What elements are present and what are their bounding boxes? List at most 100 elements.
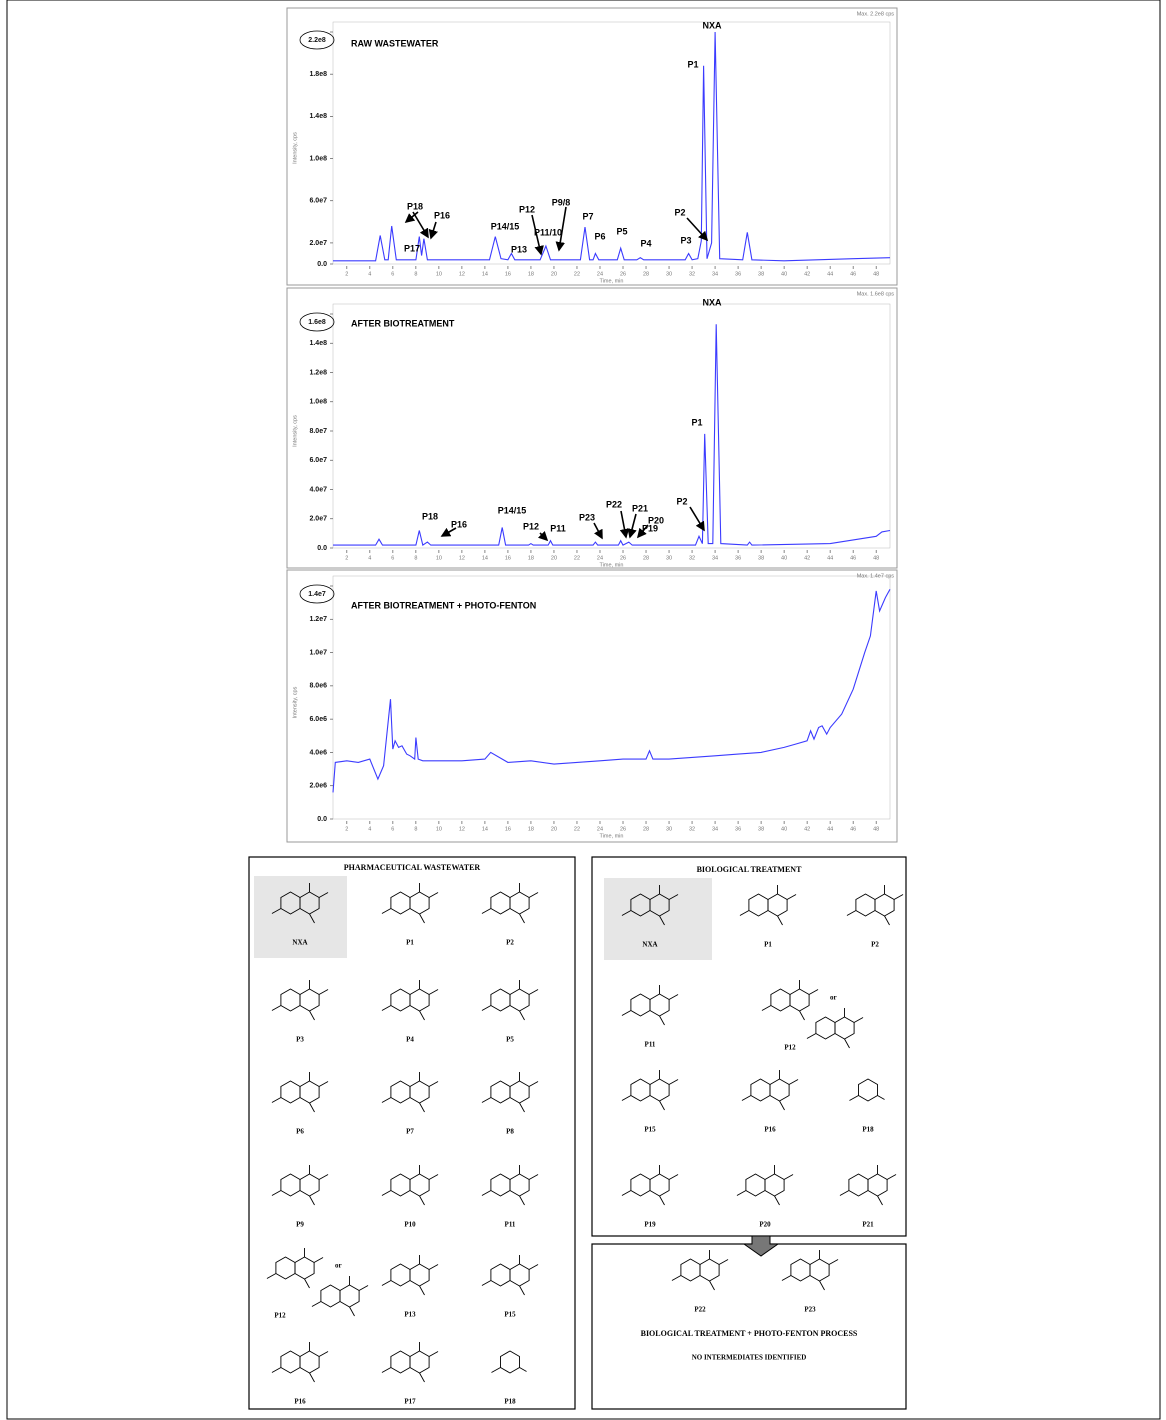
x-tick-label: 48	[873, 555, 879, 561]
peak-label: P11/10	[534, 227, 562, 237]
bond	[304, 1278, 310, 1289]
ring	[764, 1173, 785, 1197]
y-tick-label: 2.2e8	[308, 37, 326, 44]
bond	[528, 1081, 539, 1087]
x-tick-label: 48	[873, 826, 879, 832]
ring	[858, 1078, 878, 1102]
x-tick-label: 32	[689, 555, 695, 561]
bond	[519, 1367, 527, 1372]
bond	[849, 1095, 859, 1101]
x-tick-label: 6	[391, 555, 394, 561]
x-tick-label: 34	[712, 555, 718, 561]
peak-label: P4	[640, 238, 651, 248]
peak-arrow	[619, 510, 630, 539]
bond	[846, 910, 857, 916]
x-tick-label: 24	[597, 555, 603, 561]
panel-title: AFTER BIOTREATMENT + PHOTO-FENTON	[351, 600, 536, 610]
box-subtitle: NO INTERMEDIATES IDENTIFIED	[692, 1354, 807, 1362]
trace	[333, 31, 891, 262]
peak-label: P12	[519, 204, 535, 214]
x-tick-label: 18	[528, 555, 534, 561]
x-tick-label: 40	[781, 555, 787, 561]
bond	[481, 1280, 492, 1286]
bond	[271, 1367, 282, 1373]
x-axis-label: Time, min	[600, 278, 624, 284]
x-axis-label: Time, min	[600, 833, 624, 839]
x-tick-label: 20	[551, 271, 557, 277]
peak-label: P17	[404, 243, 420, 253]
compound-label: P12	[784, 1044, 796, 1052]
bond	[419, 1372, 425, 1383]
plot-frame	[332, 303, 891, 549]
bond	[318, 1351, 329, 1357]
x-tick-label: 30	[666, 826, 672, 832]
x-tick-label: 46	[850, 555, 856, 561]
x-tick-label: 12	[459, 555, 465, 561]
x-tick-label: 32	[689, 826, 695, 832]
x-tick-label: 6	[391, 826, 394, 832]
x-tick-label: 14	[482, 271, 488, 277]
compound-label: P1	[764, 941, 772, 949]
bond	[481, 1190, 492, 1196]
y-tick-label: 1.0e7	[309, 649, 327, 656]
x-tick-label: 36	[735, 271, 741, 277]
box-title: BIOLOGICAL TREATMENT	[697, 865, 803, 874]
y-tick-label: 2.0e6	[309, 783, 327, 790]
ring	[294, 1256, 315, 1280]
x-tick-label: 2	[345, 555, 348, 561]
bond	[419, 1195, 425, 1206]
ring	[390, 891, 411, 915]
peak-label: P11	[550, 523, 566, 533]
ring	[409, 1263, 430, 1287]
ring	[280, 988, 301, 1012]
bond	[659, 915, 665, 926]
x-tick-label: 34	[712, 271, 718, 277]
bond	[621, 1190, 632, 1196]
compound-label: P2	[506, 939, 514, 947]
bond	[271, 1097, 282, 1103]
bond	[799, 1010, 805, 1021]
bond	[428, 892, 439, 898]
compound-label: P1	[406, 939, 414, 947]
bond	[519, 1285, 525, 1296]
compound-label: P16	[764, 1126, 776, 1134]
peak-arrow	[412, 211, 429, 239]
x-tick-label: 10	[436, 826, 442, 832]
bond	[519, 1195, 525, 1206]
bond	[893, 894, 904, 900]
peak-label: NXA	[702, 20, 722, 30]
compound-label: P9	[296, 1221, 304, 1229]
y-tick-label: 0.0	[317, 261, 327, 268]
y-tick-label: 1.8e8	[309, 71, 327, 78]
peak-arrow	[627, 513, 637, 539]
bond	[318, 892, 329, 898]
bond	[419, 1285, 425, 1296]
x-tick-label: 24	[597, 271, 603, 277]
ring	[339, 1284, 360, 1308]
bond	[381, 1280, 392, 1286]
bond	[839, 1190, 850, 1196]
max-circle	[299, 312, 335, 332]
x-tick-label: 36	[735, 826, 741, 832]
compound-label: P11	[645, 1041, 656, 1049]
x-tick-label: 44	[827, 555, 833, 561]
y-tick-label: 0.0	[317, 816, 327, 823]
bond	[428, 1351, 439, 1357]
bond	[671, 1275, 682, 1281]
bond	[659, 1015, 665, 1026]
bond	[668, 1079, 679, 1085]
peak-label: P19	[642, 523, 658, 533]
compound-label: P3	[296, 1036, 304, 1044]
compound-label: P17	[404, 1398, 416, 1406]
process-arrow	[742, 1235, 780, 1257]
bond	[309, 1102, 315, 1113]
y-tick-label: 1.0e8	[309, 155, 327, 162]
ring	[790, 1258, 811, 1282]
compound-label: P15	[504, 1311, 516, 1319]
bond	[668, 1174, 679, 1180]
peak-label: P2	[674, 207, 685, 217]
x-tick-label: 4	[368, 555, 371, 561]
y-tick-label: 1.4e8	[309, 113, 327, 120]
ring	[649, 1078, 670, 1102]
